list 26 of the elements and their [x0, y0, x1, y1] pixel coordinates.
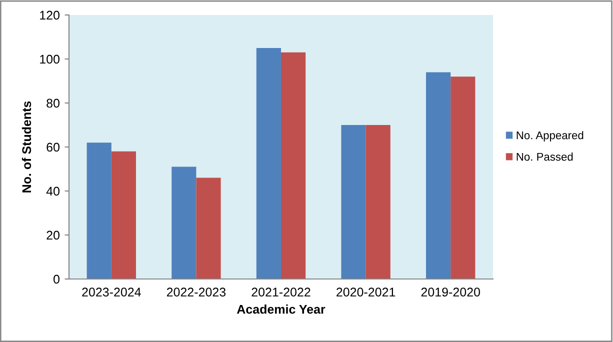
x-tick-label: 2023-2024: [82, 288, 141, 297]
y-tick-label: 100: [40, 54, 60, 64]
bar: [341, 125, 366, 279]
bar: [111, 151, 136, 279]
y-tick-label: 60: [46, 142, 60, 152]
y-tick-label: 40: [46, 186, 60, 196]
bar: [196, 178, 221, 279]
bar: [256, 48, 281, 279]
x-tick-label: 2020-2021: [336, 288, 396, 297]
bar: [426, 72, 451, 279]
bar: [366, 125, 390, 279]
y-tick-label: 20: [46, 230, 60, 240]
y-tick-label: 120: [40, 10, 60, 20]
x-tick-label: 2019-2020: [421, 288, 480, 297]
legend-label: No. Appeared: [516, 131, 584, 142]
x-tick-label: 2021-2022: [252, 288, 310, 297]
y-tick-label: 80: [46, 98, 60, 108]
bar: [450, 76, 476, 279]
x-axis-title: Academic Year: [236, 304, 326, 314]
y-tick-label: 0: [54, 274, 60, 284]
legend-label: No. Passed: [516, 152, 573, 161]
y-axis-title: No. of Students: [22, 101, 32, 192]
bar: [281, 52, 306, 279]
bar: [172, 166, 196, 279]
x-tick-label: 2022-2023: [166, 288, 226, 297]
bar: [86, 142, 112, 279]
